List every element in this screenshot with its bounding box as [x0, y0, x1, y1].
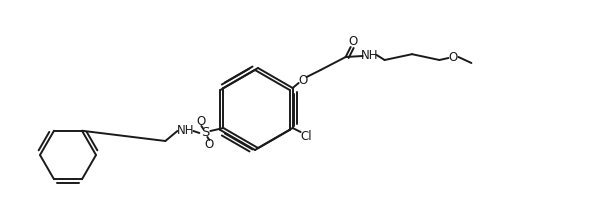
Text: O: O: [348, 34, 357, 48]
Text: Cl: Cl: [301, 129, 312, 143]
Text: O: O: [298, 73, 308, 86]
Text: NH: NH: [361, 49, 378, 61]
Text: S: S: [201, 126, 210, 140]
Text: NH: NH: [176, 125, 194, 138]
Text: O: O: [205, 138, 214, 152]
Text: O: O: [197, 114, 206, 128]
Text: O: O: [449, 51, 458, 64]
